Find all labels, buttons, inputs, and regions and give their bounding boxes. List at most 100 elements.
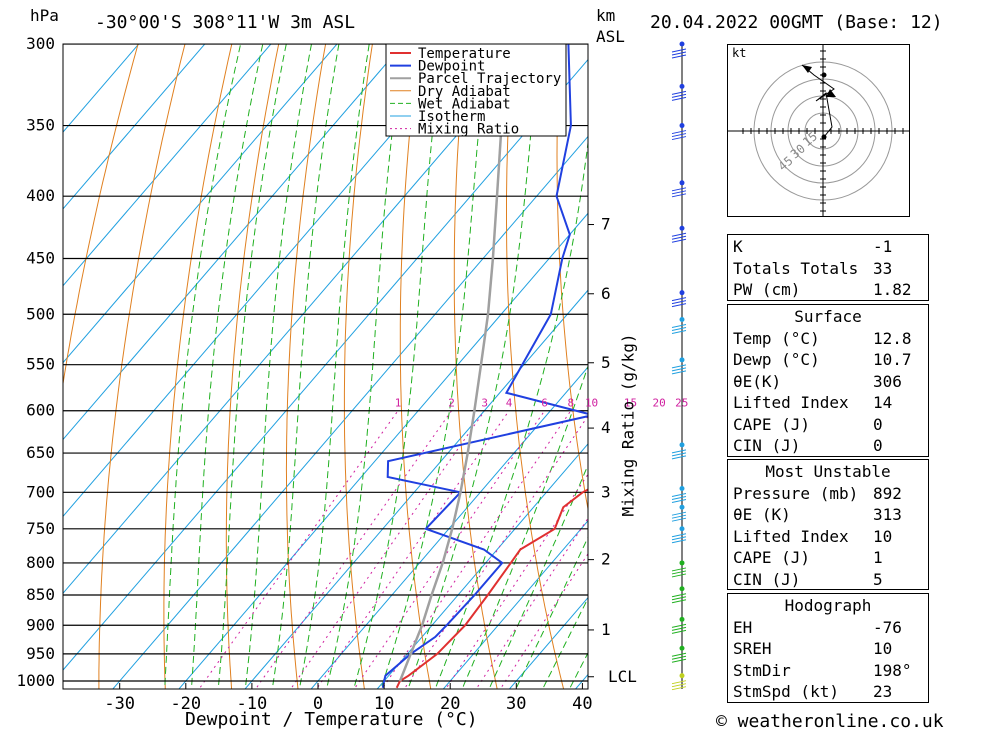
surface-row: Temp (°C) 12.8 — [728, 327, 928, 349]
wind-barb — [671, 658, 687, 663]
hodo-label: EH — [733, 617, 753, 637]
wind-barb — [671, 567, 687, 572]
index-row: Totals Totals 33 — [728, 257, 928, 279]
legend-label: Parcel Trajectory — [418, 71, 561, 87]
wind-barb — [671, 133, 687, 138]
mu-value: 1 — [873, 548, 883, 567]
wind-level-dot — [679, 83, 685, 89]
wind-barb — [671, 51, 687, 56]
wind-barb — [671, 130, 687, 135]
mixing-ratio-label: 1 — [395, 397, 402, 410]
dry-adiabat-line — [399, 44, 432, 689]
km-tick-label: 7 — [601, 215, 611, 234]
most-unstable-title: Most Unstable — [765, 462, 891, 481]
height-unit-km: km — [596, 6, 616, 25]
isotherm-line — [63, 44, 338, 364]
wind-barb — [671, 93, 687, 98]
legend-label: Isotherm — [418, 109, 485, 125]
index-label: K — [733, 237, 743, 256]
surface-value: 14 — [873, 393, 893, 412]
wind-barb — [671, 496, 687, 500]
pressure-tick-label: 850 — [26, 585, 55, 604]
hodograph-trace — [801, 64, 835, 138]
mixing-ratio-label: 6 — [541, 397, 548, 410]
legend-label: Mixing Ratio — [418, 122, 519, 138]
wind-barb — [671, 190, 687, 195]
mixing-ratio-label: 2 — [448, 397, 455, 410]
wind-barb — [671, 297, 687, 302]
dry-adiabat-line — [225, 44, 280, 689]
wind-level-dot — [679, 442, 685, 448]
wind-level-dot — [679, 123, 685, 129]
wind-barb — [671, 238, 687, 243]
wet-adiabat-line — [326, 44, 404, 689]
km-tick-label: 5 — [601, 353, 611, 372]
x-tick-label: 30 — [506, 694, 526, 714]
legend-label: Temperature — [418, 46, 511, 62]
wind-level-dot — [679, 673, 685, 679]
x-tick-label: -20 — [170, 694, 201, 714]
mu-label: θE (K) — [733, 505, 791, 524]
surface-row: CAPE (J) 0 — [728, 413, 928, 435]
mu-row: θE (K) 313 — [728, 503, 928, 525]
legend-label: Dry Adiabat — [418, 84, 511, 100]
wind-barb — [671, 655, 687, 660]
hodograph-point — [821, 134, 827, 140]
wind-level-dot — [679, 180, 685, 186]
copyright-link[interactable]: © weatheronline.co.uk — [716, 711, 944, 732]
surface-title: Surface — [794, 307, 862, 326]
surface-label: Lifted Index — [733, 393, 849, 412]
wind-barb — [671, 327, 687, 332]
pressure-unit-label: hPa — [30, 6, 59, 25]
wind-level-dot — [679, 560, 685, 566]
wind-barb — [671, 367, 687, 372]
mixing-ratio-label: 20 — [653, 397, 666, 410]
mu-value: 313 — [873, 505, 902, 524]
series-line-parcel-trajectory — [398, 44, 511, 682]
pressure-tick-label: 500 — [26, 304, 55, 323]
surface-label: Temp (°C) — [733, 328, 820, 348]
dry-adiabat-line — [98, 44, 186, 689]
mixing-ratio-axis-label: Mixing Ratio (g/kg) — [618, 333, 638, 517]
mu-label: Pressure (mb) — [733, 483, 859, 503]
wind-barb — [671, 303, 687, 308]
index-label: Totals Totals — [733, 258, 859, 278]
hodo-label: StmSpd (kt) — [733, 682, 839, 701]
isotherm-line — [63, 44, 272, 287]
dry-adiabat-line — [343, 44, 373, 689]
dry-adiabat-line — [556, 44, 588, 512]
mixing-ratio-line — [381, 410, 572, 689]
mixing-ratio-label: 8 — [567, 397, 574, 410]
pressure-tick-label: 550 — [26, 355, 55, 374]
km-tick-label: 1 — [601, 620, 611, 639]
surface-row: Dewp (°C) 10.7 — [728, 348, 928, 370]
pressure-tick-label: 1000 — [16, 671, 55, 690]
x-axis-label: Dewpoint / Temperature (°C) — [185, 709, 478, 730]
pressure-tick-label: 350 — [26, 116, 55, 135]
wind-barb — [671, 570, 687, 575]
wind-level-dot — [679, 357, 685, 363]
legend-label: Wet Adiabat — [418, 96, 511, 112]
series-line-temperature — [395, 488, 588, 689]
wind-barb — [671, 683, 687, 688]
dry-adiabat-line — [453, 44, 498, 689]
mu-row: Pressure (mb) 892 — [728, 482, 928, 504]
hodo-value: 198° — [873, 660, 912, 680]
profile-lines — [381, 44, 588, 689]
surface-panel: Surface Temp (°C) 12.8 Dewp (°C) 10.7 θE(K… — [727, 304, 929, 457]
surface-row: θE(K) 306 — [728, 370, 928, 392]
x-tick-label: 20 — [440, 694, 460, 714]
hodograph-ring-label: 15 — [800, 129, 820, 149]
wind-level-dot — [679, 504, 685, 510]
dry-adiabat-line — [930, 8, 1000, 707]
x-tick-label: -10 — [237, 694, 268, 714]
surface-value: 306 — [873, 371, 902, 391]
hodo-row: SREH 10 — [728, 637, 928, 659]
wind-level-dot — [679, 41, 685, 47]
index-row: PW (cm) 1.82 — [728, 278, 928, 300]
mixing-ratio-label: 15 — [624, 397, 637, 410]
wind-level-dot — [679, 290, 685, 296]
hodo-row: EH -76 — [728, 616, 928, 638]
plot-frame — [62, 43, 589, 690]
